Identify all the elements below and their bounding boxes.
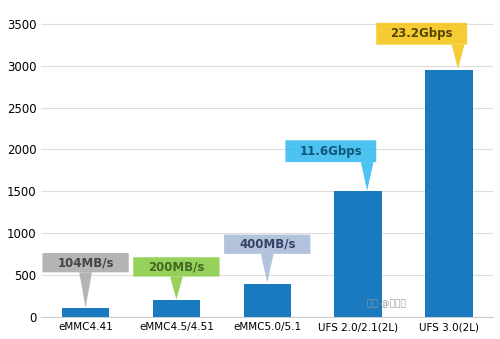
Polygon shape	[361, 162, 374, 191]
FancyBboxPatch shape	[376, 23, 467, 45]
Polygon shape	[79, 272, 92, 307]
Text: 知乎 @走啊你: 知乎 @走啊你	[366, 299, 406, 308]
Text: 23.2Gbps: 23.2Gbps	[390, 27, 453, 40]
Bar	[244, 284, 291, 317]
Text: 400MB/s: 400MB/s	[239, 238, 296, 251]
Bar	[426, 70, 472, 317]
Bar	[62, 308, 109, 317]
Polygon shape	[170, 277, 183, 300]
FancyBboxPatch shape	[42, 253, 128, 272]
Bar	[334, 192, 382, 317]
FancyBboxPatch shape	[224, 235, 310, 254]
FancyBboxPatch shape	[134, 257, 220, 277]
Polygon shape	[261, 254, 274, 283]
Bar	[153, 300, 200, 317]
Polygon shape	[452, 45, 464, 69]
FancyBboxPatch shape	[286, 140, 376, 162]
Text: 200MB/s: 200MB/s	[148, 260, 204, 273]
Text: 11.6Gbps: 11.6Gbps	[300, 145, 362, 158]
Text: 104MB/s: 104MB/s	[58, 256, 114, 269]
